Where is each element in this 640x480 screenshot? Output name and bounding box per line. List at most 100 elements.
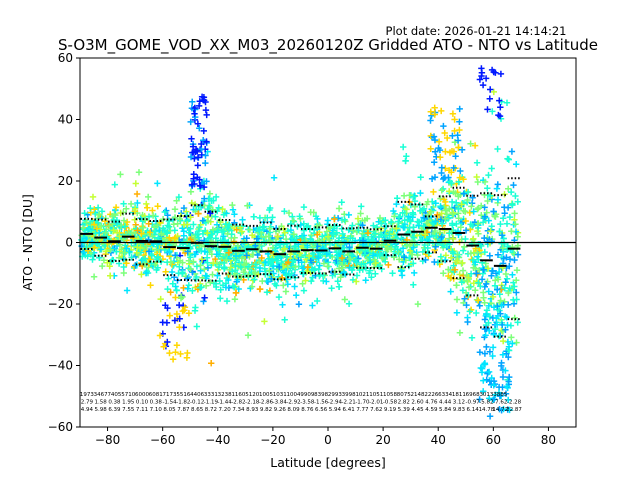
scatter-point [489, 293, 497, 301]
scatter-point [191, 251, 198, 258]
scatter-point [123, 205, 130, 212]
scatter-point [483, 209, 490, 216]
scatter-point [486, 395, 493, 402]
x-tick-label: 20 [375, 433, 390, 447]
scatter-point [447, 288, 454, 295]
bin-annotation: 9.19 [384, 407, 397, 413]
scatter-point [164, 222, 171, 229]
scatter-point [414, 251, 421, 259]
scatter-point [372, 259, 379, 267]
scatter-point [308, 266, 315, 273]
scatter-point [131, 205, 139, 212]
bin-annotation: -2.82 [231, 400, 245, 406]
scatter-point [508, 228, 515, 235]
scatter-point [134, 244, 141, 251]
scatter-point [493, 321, 501, 328]
scatter-point [89, 193, 97, 201]
scatter-point [154, 254, 162, 261]
bin-annotations: 19732.794.9434671.585.9874050.386.395710… [80, 392, 522, 413]
scatter-point [482, 332, 489, 339]
scatter-point [201, 294, 208, 301]
scatter-point [145, 193, 152, 201]
scatter-point [290, 231, 297, 238]
scatter-point [287, 226, 295, 234]
bin-annotation: 6000 [135, 392, 149, 398]
scatter-point [338, 199, 345, 206]
scatter-point [508, 188, 515, 196]
scatter-point [291, 243, 298, 250]
bin-annotation: 4.94 [81, 407, 94, 413]
scatter-point [183, 208, 190, 215]
bin-annotation: -1.19 [204, 400, 219, 406]
scatter-point [499, 244, 506, 252]
bin-annotation: 7173 [163, 392, 177, 398]
scatter-point [231, 296, 239, 303]
scatter-point [155, 234, 162, 241]
scatter-point [490, 88, 497, 96]
scatter-point [474, 220, 482, 227]
scatter-point [492, 69, 499, 76]
y-axis: −60 −40 −20 0 20 40 60 [48, 51, 80, 434]
scatter-point [481, 316, 489, 323]
scatter-point [424, 198, 432, 205]
scatter-point [151, 224, 158, 231]
scatter-point [449, 235, 457, 242]
scatter-point [190, 175, 197, 182]
scatter-point [470, 208, 477, 215]
scatter-point [123, 287, 131, 294]
scatter-point [143, 200, 150, 208]
scatter-point [122, 232, 130, 239]
scatter-point [504, 321, 511, 329]
scatter-point [120, 200, 127, 207]
scatter-point [127, 200, 135, 208]
bin-annotation: 1.58 [95, 400, 108, 406]
scatter-point [142, 269, 150, 277]
scatter-point [217, 295, 224, 302]
bin-annotation: -3.84 [273, 400, 288, 406]
scatter-point [487, 228, 494, 235]
scatter-point [514, 233, 521, 240]
scatter-point [159, 216, 167, 223]
scatter-point [513, 289, 520, 296]
scatter-point [436, 146, 444, 154]
bin-annotation: 3467 [94, 392, 108, 398]
bin-annotation: 9.26 [274, 407, 287, 413]
scatter-point [488, 165, 495, 172]
scatter-point [285, 209, 293, 217]
scatter-point [267, 259, 274, 266]
scatter-point [483, 325, 490, 333]
scatter-point [123, 260, 130, 267]
x-tick-label: 80 [541, 433, 556, 447]
scatter-point [190, 221, 197, 228]
scatter-point [223, 256, 230, 264]
scatter-point [481, 350, 489, 357]
bin-annotation: -2.86 [259, 400, 274, 406]
scatter-point [510, 296, 517, 304]
scatter-point [296, 213, 303, 220]
scatter-point [149, 212, 157, 219]
scatter-point [312, 213, 320, 220]
scatter-point [266, 267, 273, 274]
scatter-point [256, 285, 264, 293]
scatter-point [245, 271, 252, 279]
scatter-point [396, 256, 403, 263]
scatter-point [367, 259, 374, 266]
scatter-point [202, 159, 209, 167]
scatter-point [177, 350, 184, 358]
scatter-point [495, 111, 502, 119]
scatter-point [291, 283, 298, 290]
scatter-point [316, 262, 323, 269]
scatter-point [187, 213, 194, 221]
bin-annotation: 4.44 [439, 400, 452, 406]
bin-annotation: 14.72 [492, 407, 508, 413]
scatter-point [154, 222, 161, 229]
scatter-point [200, 298, 207, 305]
scatter-point [347, 235, 354, 242]
bin-annotation: 3.12 [453, 400, 465, 406]
scatter-point [388, 218, 395, 226]
scatter-point [432, 148, 439, 155]
scatter-point [237, 263, 245, 271]
scatter-point [456, 126, 463, 134]
scatter-point [107, 246, 114, 253]
bin-annotation: -1.56 [314, 400, 329, 406]
